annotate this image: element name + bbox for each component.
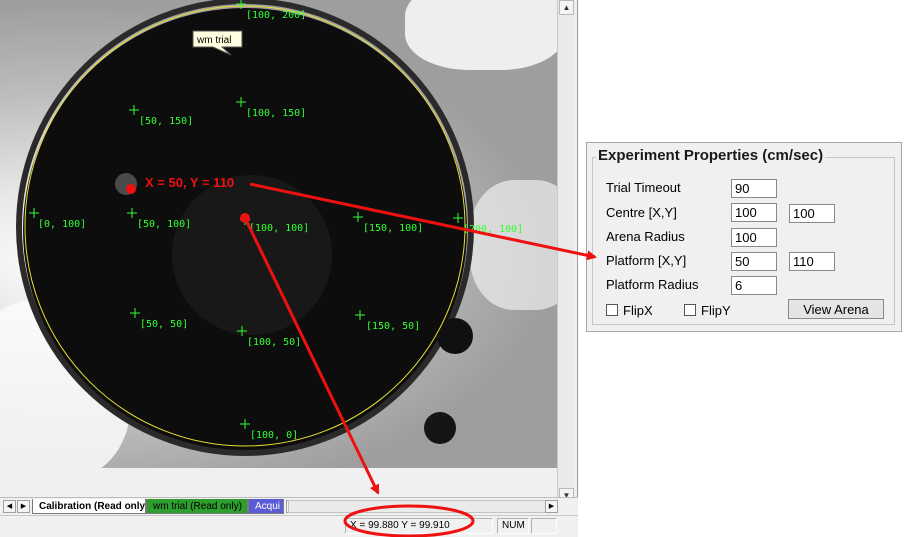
calibration-label: [100, 200] — [246, 10, 306, 21]
tab-wm-trial[interactable]: wm trial (Read only) — [146, 499, 248, 514]
flipx-checkbox-box[interactable] — [606, 304, 618, 316]
calibration-label: [100, 50] — [247, 337, 301, 348]
flipx-checkbox[interactable]: FlipX — [606, 303, 653, 318]
crosshair-icon — [29, 208, 39, 218]
calibration-label: [100, 100] — [249, 223, 309, 234]
num-lock-indicator: NUM — [497, 518, 529, 534]
vertical-scrollbar[interactable]: ▲ ▼ — [557, 0, 574, 513]
calibration-point: [0, 100] — [29, 208, 86, 230]
calibration-label: [150, 50] — [366, 321, 420, 332]
calibration-point: [50, 150] — [129, 105, 193, 127]
status-pane-empty — [531, 518, 557, 534]
camera-view[interactable]: [100, 200] [50, 150] [100, 150] [0, 100] [50… — [0, 0, 557, 468]
sheet-tab-bar: ◀ ▶ Calibration (Read only) wm trial (Re… — [0, 497, 578, 515]
crosshair-icon — [129, 105, 139, 115]
centre-marker — [240, 213, 250, 223]
cursor-coordinates: X = 99.880 Y = 99.910 — [345, 518, 493, 534]
platform-radius-label: Platform Radius — [606, 277, 699, 292]
scroll-up-arrow-icon[interactable]: ▲ — [559, 0, 574, 15]
trial-timeout-label: Trial Timeout — [606, 180, 681, 195]
trial-tooltip: wm trial — [192, 30, 243, 56]
arena-radius-input[interactable] — [731, 228, 777, 247]
horizontal-scrollbar[interactable] — [288, 500, 558, 513]
crosshair-icon — [130, 308, 140, 318]
platform-x-input[interactable] — [731, 252, 777, 271]
calibration-label: [200, 100] — [463, 224, 523, 235]
calibration-label: [50, 50] — [140, 319, 188, 330]
tab-scroll-left-icon[interactable]: ◀ — [3, 500, 16, 513]
trial-tooltip-label: wm trial — [196, 35, 231, 46]
platform-radius-input[interactable] — [731, 276, 777, 295]
calibration-label: [50, 100] — [137, 219, 191, 230]
calibration-label: [150, 100] — [363, 223, 423, 234]
calibration-label: [100, 150] — [246, 108, 306, 119]
glare-top-right — [405, 0, 557, 70]
centre-label: Centre [X,Y] — [606, 205, 677, 220]
platform-label: Platform [X,Y] — [606, 253, 687, 268]
properties-title: Experiment Properties (cm/sec) — [596, 147, 826, 164]
centre-y-input[interactable] — [789, 204, 835, 223]
experiment-properties-panel: Experiment Properties (cm/sec) Trial Tim… — [586, 142, 902, 332]
arena-radius-label: Arena Radius — [606, 229, 685, 244]
tab-calibration[interactable]: Calibration (Read only) — [32, 499, 146, 514]
view-arena-button[interactable]: View Arena — [788, 299, 884, 319]
calibration-point: [100, 200] — [236, 0, 306, 21]
arena-canvas: [100, 200] [50, 150] [100, 150] [0, 100] [50… — [16, 0, 523, 456]
calibration-label: [50, 150] — [139, 116, 193, 127]
crosshair-icon — [237, 326, 247, 336]
platform-coordinates-annotation: X = 50, Y = 110 — [145, 175, 234, 190]
trial-timeout-input[interactable] — [731, 179, 777, 198]
tab-scroll-right-icon[interactable]: ▶ — [17, 500, 30, 513]
calibration-point: [50, 100] — [127, 208, 191, 230]
crosshair-icon — [236, 97, 246, 107]
platform-marker — [126, 184, 136, 194]
flipx-label: FlipX — [623, 303, 653, 318]
calibration-point: [100, 150] — [236, 97, 306, 119]
centre-x-input[interactable] — [731, 203, 777, 222]
crosshair-icon — [127, 208, 137, 218]
calibration-label: [0, 100] — [38, 219, 86, 230]
pool-shading — [172, 175, 332, 335]
calibration-point: [50, 50] — [130, 308, 188, 330]
flipy-checkbox-box[interactable] — [684, 304, 696, 316]
object-dark-bottom — [424, 412, 456, 444]
status-bar: X = 99.880 Y = 99.910 NUM — [0, 515, 578, 537]
tracking-app-window: [100, 200] [50, 150] [100, 150] [0, 100] [50… — [0, 0, 578, 537]
hscroll-right-icon[interactable]: ▶ — [545, 500, 558, 513]
tab-acquisition[interactable]: Acqui — [248, 499, 284, 514]
calibration-label: [100, 0] — [250, 430, 298, 441]
object-dark-right — [437, 318, 473, 354]
crosshair-icon — [236, 0, 246, 9]
platform-y-input[interactable] — [789, 252, 835, 271]
flipy-checkbox[interactable]: FlipY — [684, 303, 731, 318]
flipy-label: FlipY — [701, 303, 731, 318]
